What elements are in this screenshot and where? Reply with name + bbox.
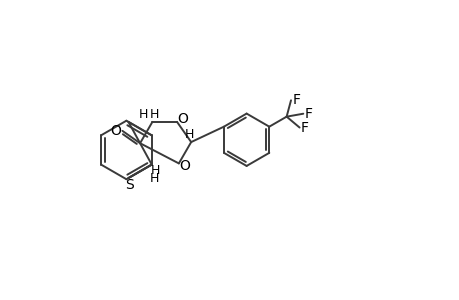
Text: H: H xyxy=(138,109,147,122)
Text: F: F xyxy=(304,107,312,121)
Text: F: F xyxy=(300,121,308,134)
Text: H: H xyxy=(185,128,194,141)
Text: S: S xyxy=(124,178,133,192)
Text: H: H xyxy=(149,109,158,122)
Text: H: H xyxy=(151,164,160,177)
Text: H: H xyxy=(150,172,159,185)
Text: O: O xyxy=(177,112,187,126)
Text: O: O xyxy=(110,124,121,138)
Text: F: F xyxy=(292,93,300,107)
Text: O: O xyxy=(179,160,189,173)
